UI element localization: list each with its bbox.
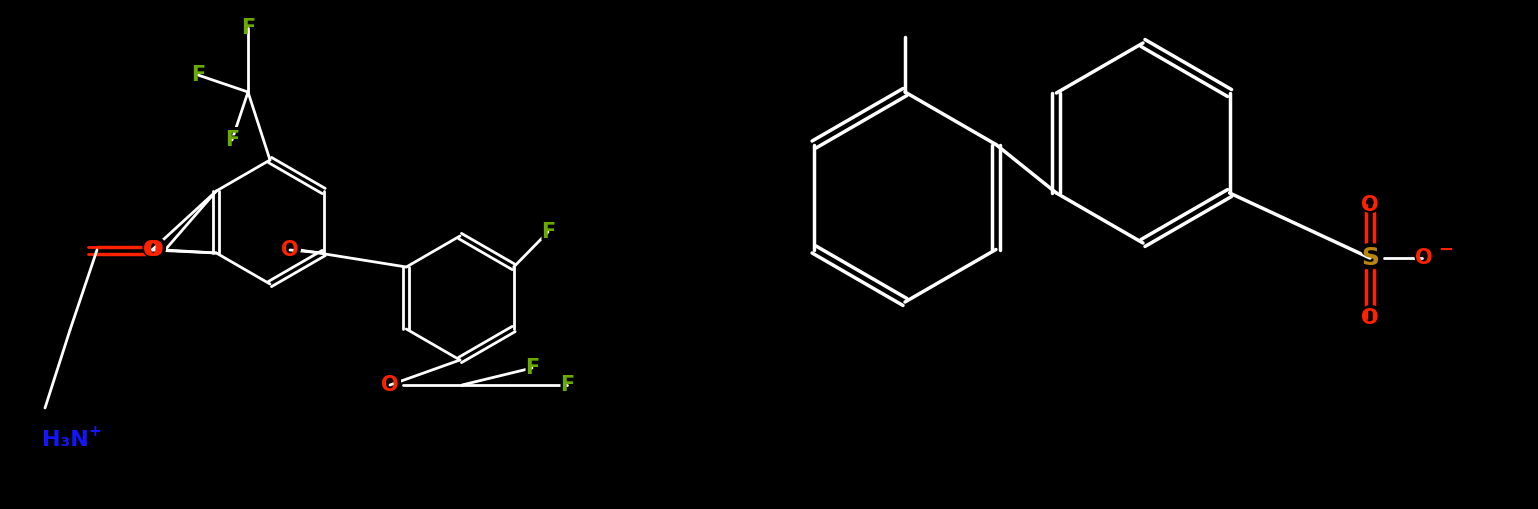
Text: H₃N: H₃N	[42, 426, 103, 454]
Text: F: F	[538, 218, 557, 246]
Text: O: O	[1361, 195, 1378, 215]
Text: O: O	[143, 236, 166, 264]
Text: O: O	[378, 371, 401, 399]
Text: O: O	[143, 240, 161, 260]
Text: F: F	[241, 18, 255, 38]
Text: F: F	[225, 130, 238, 150]
Text: O: O	[140, 236, 163, 264]
Text: +: +	[88, 425, 102, 439]
Text: −: −	[1438, 241, 1453, 259]
Text: S: S	[1358, 242, 1381, 273]
Text: O: O	[1358, 191, 1381, 219]
Text: O: O	[281, 240, 298, 260]
Text: F: F	[189, 61, 208, 89]
Text: F: F	[560, 375, 574, 395]
Text: F: F	[558, 371, 577, 399]
Text: O: O	[1412, 244, 1436, 272]
Text: F: F	[541, 222, 555, 242]
Text: F: F	[238, 14, 257, 42]
Text: F: F	[223, 126, 241, 154]
Text: F: F	[191, 65, 205, 85]
Text: O: O	[1358, 304, 1381, 332]
Text: O: O	[381, 375, 398, 395]
Text: O: O	[1361, 308, 1378, 328]
Text: S: S	[1361, 246, 1380, 270]
Text: O: O	[1415, 248, 1433, 268]
Text: O: O	[146, 240, 165, 260]
Text: O: O	[278, 236, 301, 264]
Text: H₃N: H₃N	[42, 430, 89, 450]
Text: F: F	[524, 358, 540, 378]
Text: F: F	[523, 354, 541, 382]
